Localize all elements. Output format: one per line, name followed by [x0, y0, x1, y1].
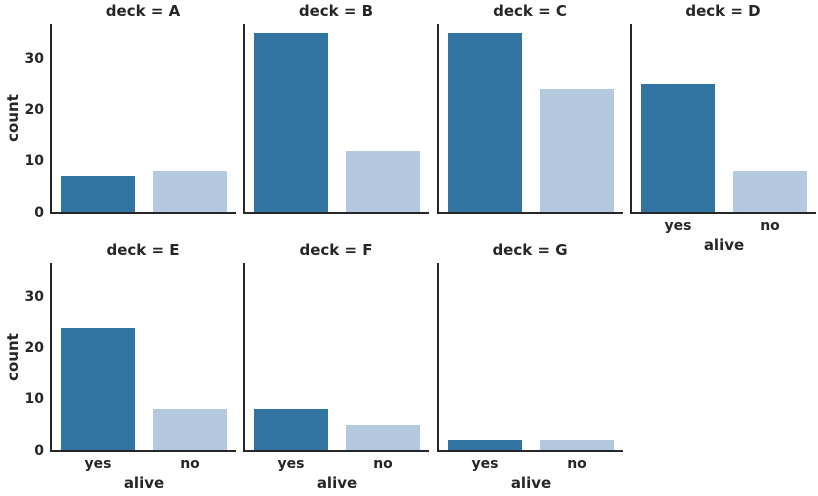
y-tick-label: 0	[34, 205, 44, 221]
y-tick-label: 10	[24, 152, 44, 169]
y-tick-label: 30	[24, 50, 44, 67]
plot-area	[243, 24, 429, 214]
y-tick-label: 10	[24, 391, 44, 408]
bar-alive-yes	[61, 327, 135, 450]
bar-alive-no	[733, 171, 807, 212]
facet-deck-a: deck = A count 0 10 20 30	[4, 2, 236, 221]
facet-deck-f: deck = F yes no alive	[243, 241, 429, 492]
y-tick-label: 0	[34, 443, 44, 459]
facet-title: deck = E	[106, 241, 180, 259]
x-tick-label-yes: yes	[664, 218, 692, 234]
facet-deck-b: deck = B	[243, 2, 429, 214]
y-tick-label: 30	[24, 289, 44, 306]
x-tick-label-yes: yes	[84, 456, 112, 472]
bar-alive-no	[346, 150, 420, 212]
x-axis-label: alive	[123, 474, 165, 492]
bar-alive-yes	[254, 32, 328, 212]
facet-title: deck = C	[493, 2, 567, 20]
plot-area: yes no alive	[630, 24, 816, 254]
facet-title: deck = D	[685, 2, 761, 20]
x-tick-label-no: no	[760, 218, 780, 234]
facet-title: deck = A	[105, 2, 181, 20]
y-axis-label: count	[4, 332, 22, 381]
x-tick-label-yes: yes	[471, 456, 499, 472]
bar-alive-no	[540, 439, 614, 450]
bar-alive-yes	[61, 176, 135, 212]
plot-area	[437, 24, 623, 214]
x-tick-label-no: no	[567, 456, 587, 472]
x-axis-label: alive	[316, 474, 358, 492]
y-tick-label: 20	[24, 101, 44, 118]
x-tick-label-no: no	[180, 456, 200, 472]
facet-deck-e: deck = E count 0 10 20 30 yes no alive	[4, 241, 236, 492]
plot-area: yes no alive	[243, 263, 429, 492]
y-tick-label: 20	[24, 340, 44, 357]
facet-title: deck = G	[492, 241, 568, 259]
bar-alive-yes	[448, 439, 522, 450]
facet-deck-d: deck = D yes no alive	[630, 2, 816, 254]
bar-alive-no	[153, 409, 227, 450]
bar-alive-yes	[254, 409, 328, 450]
facet-deck-g: deck = G yes no alive	[437, 241, 623, 492]
bar-alive-yes	[448, 32, 522, 212]
bar-alive-no	[540, 89, 614, 212]
x-tick-label-yes: yes	[277, 456, 305, 472]
bar-alive-yes	[641, 84, 715, 212]
bar-alive-no	[153, 171, 227, 212]
y-axis-label: count	[4, 94, 22, 142]
plot-area: yes no alive	[437, 263, 623, 492]
x-tick-label-no: no	[373, 456, 393, 472]
facet-deck-c: deck = C	[437, 2, 623, 214]
plot-area: count 0 10 20 30	[4, 24, 236, 221]
facet-title: deck = B	[298, 2, 374, 20]
x-axis-label: alive	[510, 474, 552, 492]
x-axis-label: alive	[703, 236, 745, 254]
plot-area: count 0 10 20 30 yes no alive	[4, 263, 236, 492]
facet-title: deck = F	[299, 241, 373, 259]
bar-alive-no	[346, 424, 420, 450]
